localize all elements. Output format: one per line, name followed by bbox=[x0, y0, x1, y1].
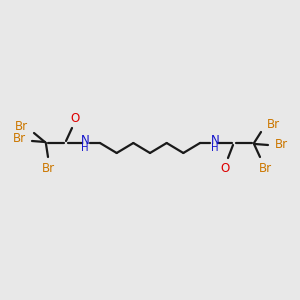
Text: Br: Br bbox=[274, 137, 288, 151]
Text: H: H bbox=[81, 143, 89, 153]
Text: O: O bbox=[70, 112, 80, 125]
Text: Br: Br bbox=[41, 161, 55, 175]
Text: Br: Br bbox=[12, 133, 26, 146]
Text: H: H bbox=[211, 143, 219, 153]
Text: Br: Br bbox=[14, 119, 28, 133]
Text: O: O bbox=[220, 161, 230, 175]
Text: Br: Br bbox=[258, 161, 272, 175]
Text: N: N bbox=[81, 134, 89, 146]
Text: Br: Br bbox=[266, 118, 280, 130]
Text: N: N bbox=[211, 134, 219, 146]
